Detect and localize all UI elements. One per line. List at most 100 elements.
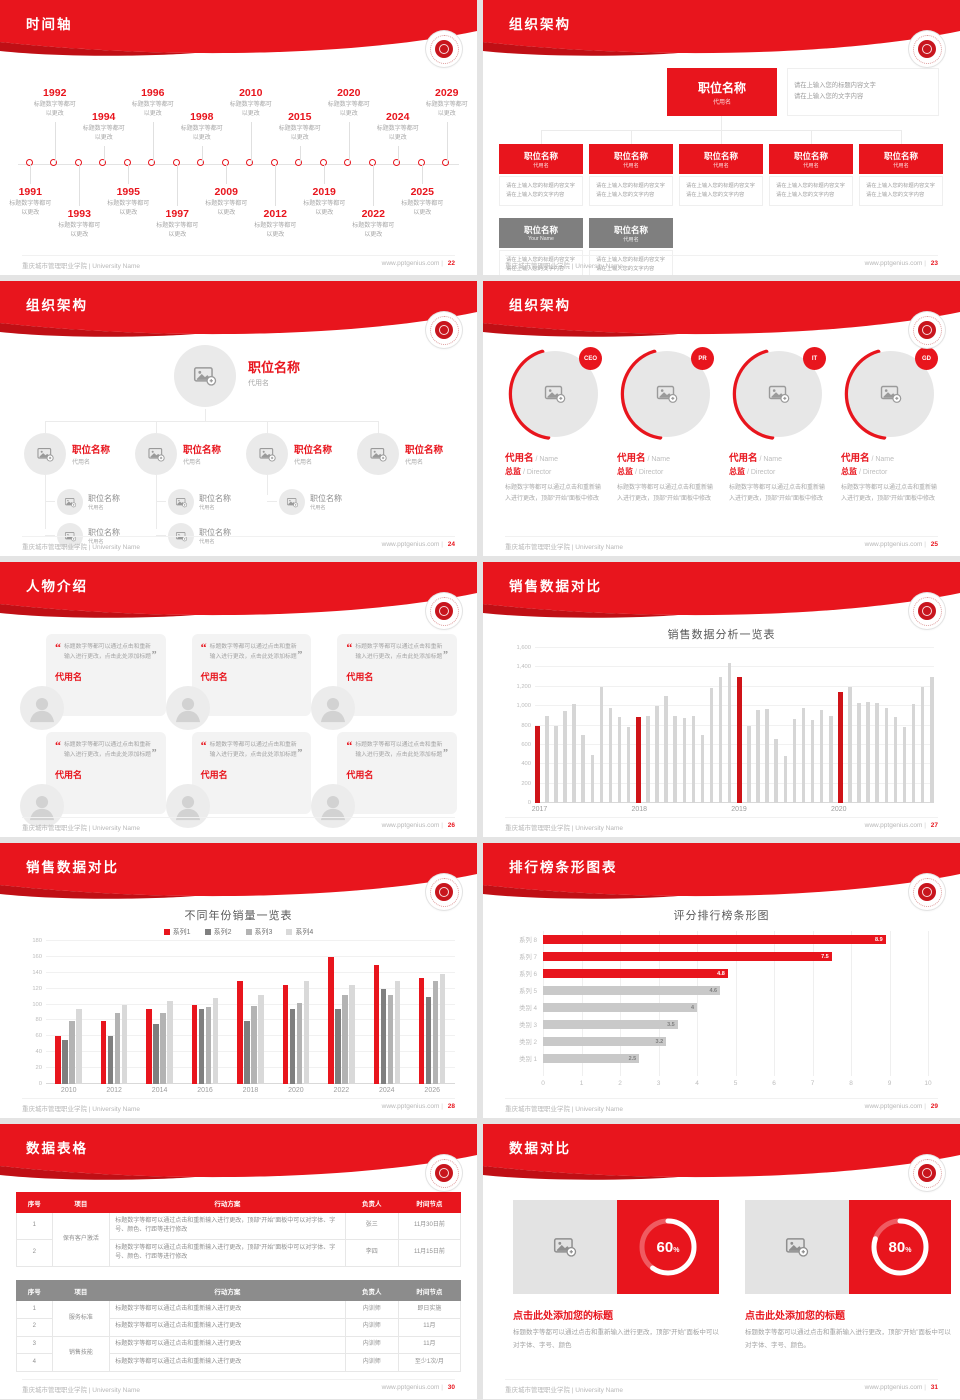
gridline (812, 931, 814, 1076)
x-axis-label: 8 (849, 1080, 853, 1087)
timeline-year: 2029 (435, 86, 459, 99)
hbar-row: 系列 7 7.5 (519, 948, 928, 965)
cell-time: 至少1次/月 (397, 1353, 462, 1372)
bar (727, 662, 732, 803)
y-axis-label: 400 (521, 761, 531, 768)
bar (848, 686, 852, 803)
value-label: 4.6 (709, 987, 718, 994)
timeline-connector (54, 121, 56, 164)
timeline-year: 2010 (239, 86, 263, 99)
slide-timeline[interactable]: 时间轴 重庆城市管理职业学院 | University Name www.pptge… (0, 0, 477, 275)
timeline-connector (397, 145, 399, 164)
note-line: 请在上输入您的文字内容 (686, 192, 745, 198)
slide-data-compare[interactable]: 数据对比 重庆城市管理职业学院 | University Name www.pptg… (483, 1124, 960, 1399)
x-axis-label: 2014 (151, 1087, 168, 1094)
member-name-cn: 代用名 (617, 453, 646, 464)
legend-item: 系列1 (163, 927, 191, 937)
donut-chart: 80% (849, 1200, 951, 1294)
footer-website-link[interactable]: www.pptgenius.com (381, 1103, 440, 1110)
footer-university-name: 重庆城市管理职业学院 | University Name (22, 1106, 140, 1113)
slide-org-chart-photos[interactable]: 组织架构 重庆城市管理职业学院 | University Name www.pptg… (0, 281, 477, 556)
member-role: 总监 / Director (729, 466, 829, 477)
x-axis-label: 4 (695, 1080, 699, 1087)
timeline-item: 1997 标题数字等都可以更改 (151, 76, 203, 251)
footer-website-link[interactable]: www.pptgenius.com (864, 822, 923, 829)
cell-time: 11月 (397, 1335, 462, 1355)
cell-plan: 标题数字等都可以通过点击和重新输入进行更改 (109, 1300, 346, 1319)
timeline-item: 1998 标题数字等都可以更改 (176, 76, 228, 251)
footer-separator: | (922, 1103, 928, 1110)
quote-card: “标题数字等都可以通过点击和重新输入进行更改，点击此处添加标题” 代用名 (20, 732, 166, 828)
bar (599, 686, 604, 803)
panel-description: 标题数字等都可以通过点击和重新输入进行更改，顶部“开始”面板中可以对字体、字号、… (745, 1329, 951, 1349)
timeline-year: 2015 (288, 110, 312, 123)
table-body: 1 服务标准 标题数字等都可以通过点击和重新输入进行更改 内训师 即日实施 2 标题数字等都… (16, 1300, 462, 1372)
org-sub-title: 职位名称 (88, 494, 120, 503)
footer-website-link[interactable]: www.pptgenius.com (381, 1384, 440, 1391)
org-sub-photo (279, 489, 305, 515)
value-label: 7.5 (821, 953, 829, 960)
timeline-dot (295, 159, 303, 166)
org-sub-title: 职位名称 (199, 528, 231, 537)
emblem-core (435, 602, 453, 620)
x-axis-label: 2020 (288, 1087, 304, 1094)
footer-separator: | (922, 541, 928, 548)
slide-grouped-bar-chart[interactable]: 销售数据对比重庆城市管理职业学院 | University Name www.pp… (0, 843, 477, 1118)
slide-title: 销售数据对比 (26, 860, 119, 875)
quote-text: 标题数字等都可以通过点击和重新输入进行更改，点击此处添加标题” (355, 644, 448, 662)
footer-website-link[interactable]: www.pptgenius.com (864, 1103, 923, 1110)
member-name: 代用名 / Name (841, 450, 941, 464)
x-axis-label: 2026 (424, 1087, 441, 1094)
people-grid: “标题数字等都可以通过点击和重新输入进行更改，点击此处添加标题” 代用名 “ 标题数… (20, 634, 457, 828)
slide-title: 数据对比 (509, 1141, 571, 1156)
org-sub-photo (168, 489, 194, 515)
footer-website-link[interactable]: www.pptgenius.com (381, 822, 440, 829)
bar (153, 1024, 159, 1084)
bar (709, 687, 714, 803)
bar: 4.6 (543, 986, 721, 995)
org-sub-title: 职位名称 (88, 528, 120, 537)
timeline-label: 2015 标题数字等都可以更改 (274, 111, 326, 144)
slide-sales-bar-chart[interactable]: 销售数据对比 重庆城市管理职业学院 | University Name www.pp… (483, 562, 960, 837)
column-header: 行动方案 (109, 1280, 346, 1302)
org-connector (721, 116, 722, 130)
slide-data-tables[interactable]: 数据表格 重庆城市管理职业学院 | University Name www.pptg… (0, 1124, 477, 1399)
footer-website-link[interactable]: www.pptgenius.com (381, 541, 440, 548)
sales_group-content: 不同年份销量一览表 系列1 系列2 系列3 系列4 0 20 40 60 80 100 120 140 1… (16, 905, 461, 1098)
column-header: 时间节点 (397, 1192, 462, 1213)
member-card: PR 代用名 / Name 总监 / Director 标题数字等都可以通过点击和重新… (617, 347, 717, 504)
quote-open-icon: “ (200, 738, 207, 752)
cell-time: 11月15日前 (397, 1239, 462, 1268)
org-root-box: 职位名称 代用名 (667, 68, 777, 116)
highlight-bar (535, 725, 540, 803)
legend-swatch (204, 929, 211, 935)
footer-website-link[interactable]: www.pptgenius.com (864, 541, 923, 548)
footer-right: www.pptgenius.com | 30 (382, 1384, 455, 1394)
slide-ranking-hbar-chart[interactable]: 排行榜条形图表 重庆城市管理职业学院 | University Name www.p… (483, 843, 960, 1118)
y-axis-label: 40 (35, 1049, 42, 1056)
footer-website-link[interactable]: www.pptgenius.com (864, 1384, 923, 1391)
timeline-caption: 标题数字等都可以更改 (401, 200, 444, 216)
slide-people-intro[interactable]: 人物介绍 重庆城市管理职业学院 | University Name www.pptg… (0, 562, 477, 837)
timeline-caption: 标题数字等都可以更改 (82, 125, 125, 142)
y-axis-label: 1,000 (516, 703, 531, 710)
footer-website-link[interactable]: www.pptgenius.com (864, 260, 923, 267)
member-role: 总监 / Director (841, 466, 941, 477)
slide-footer: 重庆城市管理职业学院 | University Name www.pptgeniu… (22, 1098, 455, 1113)
org-root-photo (174, 345, 236, 407)
org-sub-label: 职位名称 代用名 (88, 527, 120, 545)
bar (893, 716, 898, 803)
slide-org-chart-circles[interactable]: 组织架构 重庆城市管理职业学院 | University Name www.pptg… (483, 281, 960, 556)
footer-website-link[interactable]: www.pptgenius.com (381, 260, 440, 267)
footer-separator: | (922, 822, 928, 829)
category-label: 类别 3 (519, 1022, 537, 1029)
cell-no: 3 (16, 1335, 53, 1355)
slide-org-chart-boxes[interactable]: 组织架构 重庆城市管理职业学院 | University Name www.pptg… (483, 0, 960, 275)
timeline-connector (348, 121, 350, 164)
timeline-caption: 标题数字等都可以更改 (425, 101, 468, 118)
timeline-caption: 标题数字等都可以更改 (229, 101, 272, 118)
org-root-note: 请在上输入您的标题内容文字 请在上输入您的文字内容 (787, 68, 939, 116)
footer-separator: | (922, 1384, 928, 1391)
school-emblem-icon (426, 312, 462, 348)
org_boxes-content: 职位名称 代用名 请在上输入您的标题内容文字 请在上输入您的文字内容 职位名称 代用名 请在… (499, 62, 944, 275)
